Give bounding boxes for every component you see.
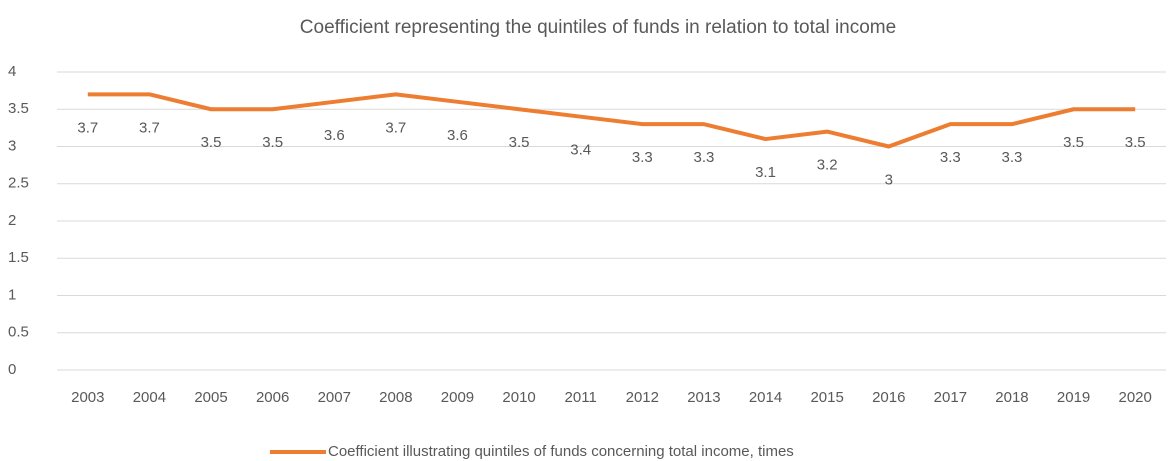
y-tick-label: 1.5: [8, 249, 29, 266]
x-tick-label: 2007: [318, 389, 351, 406]
data-label: 3.5: [1125, 134, 1146, 151]
data-label: 3.7: [385, 119, 406, 136]
data-label: 3.5: [509, 134, 530, 151]
data-label: 3: [885, 171, 893, 188]
data-label: 3.5: [1063, 134, 1084, 151]
x-tick-label: 2011: [565, 389, 597, 406]
legend-label: Coefficient illustrating quintiles of fu…: [328, 443, 794, 460]
y-tick-label: 0.5: [8, 324, 29, 341]
data-label: 3.3: [632, 149, 653, 166]
x-tick-label: 2014: [749, 389, 782, 406]
x-tick-label: 2019: [1057, 389, 1090, 406]
x-tick-label: 2006: [256, 389, 289, 406]
x-tick-label: 2008: [379, 389, 412, 406]
y-tick-label: 2.5: [8, 175, 29, 192]
data-label: 3.5: [262, 134, 283, 151]
data-label: 3.1: [755, 164, 776, 181]
y-tick-label: 2: [8, 212, 16, 229]
data-label: 3.7: [139, 119, 160, 136]
data-label: 3.6: [447, 127, 468, 144]
data-label: 3.3: [1002, 149, 1023, 166]
series-line: [87, 92, 1136, 149]
data-label: 3.4: [570, 142, 591, 159]
y-tick-label: 0: [8, 361, 16, 378]
x-tick-label: 2009: [441, 389, 474, 406]
y-tick-label: 4: [8, 63, 16, 80]
chart-title: Coefficient representing the quintiles o…: [300, 17, 896, 38]
x-tick-label: 2015: [810, 389, 843, 406]
x-tick-label: 2012: [626, 389, 659, 406]
x-tick-label: 2010: [502, 389, 535, 406]
x-tick-label: 2013: [687, 389, 720, 406]
x-tick-label: 2004: [133, 389, 166, 406]
y-tick-label: 3.5: [8, 100, 29, 117]
data-label: 3.3: [693, 149, 714, 166]
data-label: 3.7: [77, 119, 98, 136]
y-tick-label: 3: [8, 137, 16, 154]
x-tick-label: 2020: [1119, 389, 1152, 406]
data-label: 3.6: [324, 127, 345, 144]
data-label: 3.3: [940, 149, 961, 166]
x-tick-label: 2003: [71, 389, 104, 406]
x-tick-label: 2018: [995, 389, 1028, 406]
x-tick-label: 2016: [872, 389, 905, 406]
data-label: 3.2: [817, 157, 838, 174]
y-tick-label: 1: [8, 286, 16, 303]
x-tick-label: 2005: [194, 389, 227, 406]
data-label: 3.5: [201, 134, 222, 151]
x-tick-label: 2017: [934, 389, 967, 406]
